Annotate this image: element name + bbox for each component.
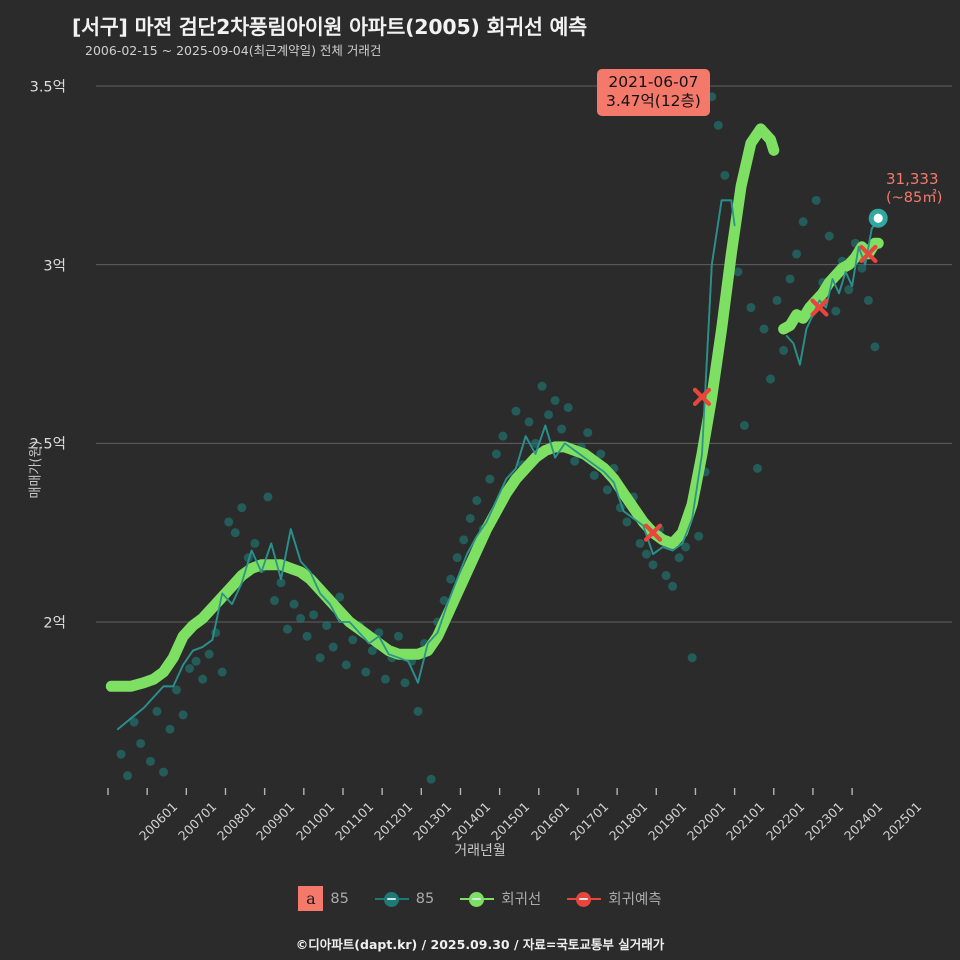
page-subtitle: 2006-02-15 ~ 2025-09-04(최근계약일) 전체 거래건 xyxy=(85,43,382,58)
x-tick-label: 201701 xyxy=(566,799,612,844)
x-tick-label: 201801 xyxy=(605,799,651,844)
legend-item-area-badge[interactable]: a 85 xyxy=(298,886,349,911)
legend-label: 85 xyxy=(415,890,435,907)
legend-item-scatter-85[interactable]: 85 xyxy=(374,890,435,907)
x-axis-label: 거래년월 xyxy=(454,843,506,859)
tooltip-date: 2021-06-07 xyxy=(608,73,699,91)
x-tick-label: 201001 xyxy=(292,799,337,844)
forecast-value: 31,333 xyxy=(886,170,939,188)
x-tick-label: 201901 xyxy=(645,799,690,844)
x-tick-label: 201201 xyxy=(370,799,416,844)
legend-label: 회귀예측 xyxy=(608,892,662,908)
y-tick-label: 2.5억 xyxy=(29,436,66,453)
chart-legend: a 85 85 회귀선 회귀예측 xyxy=(0,886,960,911)
legend-item-regression-line[interactable]: 회귀선 xyxy=(460,888,541,909)
forecast-area: (~85㎡) xyxy=(886,189,943,206)
x-tick-label: 202201 xyxy=(762,799,807,844)
x-tick-label: 202501 xyxy=(880,799,925,844)
highlight-tooltip: 2021-06-07 3.47억(12층) xyxy=(597,69,710,116)
legend-marker-icon xyxy=(460,891,495,907)
x-tick-label: 202301 xyxy=(801,799,847,844)
legend-item-regression-forecast[interactable]: 회귀예측 xyxy=(567,888,662,909)
y-axis-ticks: 3.5억 3억 2.5억 2억 xyxy=(0,0,66,960)
y-tick-label: 3억 xyxy=(43,258,66,275)
legend-marker-icon xyxy=(374,891,409,907)
legend-label: 회귀선 xyxy=(501,892,542,908)
y-tick-label: 2억 xyxy=(43,615,66,632)
x-tick-label: 202001 xyxy=(684,799,729,844)
legend-area-badge: a xyxy=(298,886,324,911)
tooltip-value: 3.47억(12층) xyxy=(606,91,701,110)
page-title: [서구] 마전 검단2차풍림아이원 아파트(2005) 회귀선 예측 xyxy=(72,15,587,39)
x-tick-label: 201501 xyxy=(488,799,533,844)
x-tick-label: 200801 xyxy=(214,799,259,844)
x-tick-label: 200701 xyxy=(175,799,220,844)
x-tick-label: 201601 xyxy=(527,799,572,844)
x-tick-label: 201401 xyxy=(449,799,494,844)
x-tick-label: 202101 xyxy=(723,799,768,844)
legend-label: 85 xyxy=(330,890,349,907)
x-tick-label: 200901 xyxy=(253,799,298,844)
footer-credit: ©디아파트(dapt.kr) / 2025.09.30 / 자료=국토교통부 실… xyxy=(295,937,665,952)
y-tick-label: 3.5억 xyxy=(29,79,66,96)
forecast-annotation: 31,333 (~85㎡) xyxy=(886,170,942,207)
x-tick-label: 201101 xyxy=(331,799,377,844)
x-tick-label: 201301 xyxy=(410,799,455,844)
x-tick-label: 202401 xyxy=(840,799,886,844)
legend-marker-icon xyxy=(567,891,602,907)
x-tick-label: 200601 xyxy=(135,799,181,844)
y-axis-label: 매매가(원) xyxy=(28,440,44,499)
